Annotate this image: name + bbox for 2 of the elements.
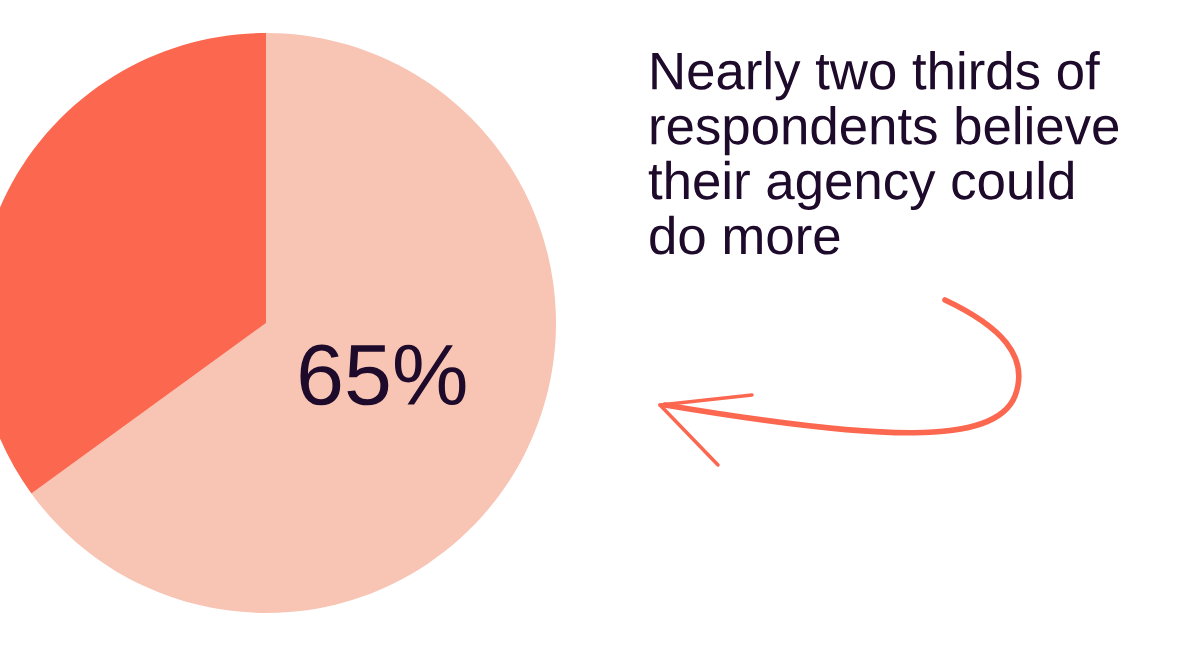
data-label: 65%	[300, 344, 466, 406]
text: Nearly two thirds of respondents believe their agency could do more	[648, 51, 1119, 255]
